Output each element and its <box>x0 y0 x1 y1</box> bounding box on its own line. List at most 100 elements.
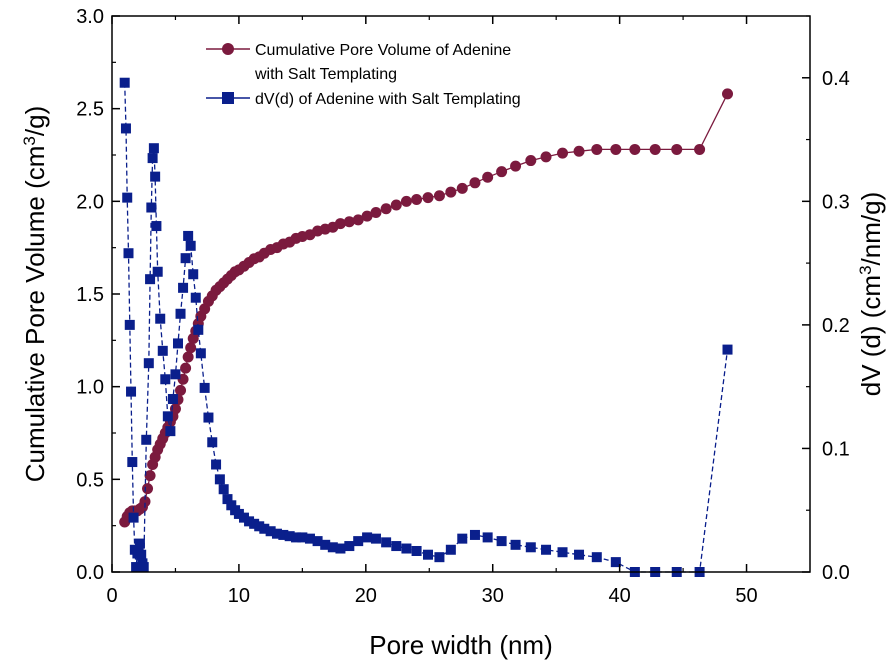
data-point-dvd <box>214 474 225 485</box>
data-point-dvd <box>362 532 373 543</box>
data-point-dvd <box>222 494 233 505</box>
y-axis-left-title-end: /g) <box>20 106 50 136</box>
data-point-dvd <box>190 292 201 303</box>
data-point-dvd <box>170 369 181 380</box>
legend-label-cumulative-line1: Cumulative Pore Volume of Adenine <box>255 42 511 59</box>
data-point-dvd <box>180 253 191 264</box>
data-point-dvd <box>134 538 145 549</box>
data-point-dvd <box>188 269 199 280</box>
data-point-dvd <box>335 543 346 554</box>
data-point-cumulative <box>456 182 468 194</box>
y-left-tick-label: 0.0 <box>76 562 104 584</box>
data-point-dvd <box>320 539 331 550</box>
x-tick-label: 50 <box>735 585 757 607</box>
data-point-cumulative <box>142 483 154 495</box>
data-point-dvd <box>469 529 480 540</box>
y-axis-right-title-main: dV (d) (cm <box>856 275 886 396</box>
data-point-dvd <box>254 521 265 532</box>
data-point-dvd <box>525 542 536 553</box>
data-point-dvd <box>162 411 173 422</box>
data-point-dvd <box>203 412 214 423</box>
data-point-cumulative <box>610 143 622 155</box>
data-point-dvd <box>434 552 445 563</box>
data-point-dvd <box>327 542 338 553</box>
data-point-cumulative <box>422 192 434 204</box>
data-point-dvd <box>411 545 422 556</box>
data-point-dvd <box>211 459 222 470</box>
data-point-dvd <box>131 562 142 573</box>
data-point-dvd <box>143 358 154 369</box>
data-point-dvd <box>151 221 162 232</box>
y-right-tick-label: 0.3 <box>822 191 850 213</box>
data-point-dvd <box>271 528 282 539</box>
data-point-dvd <box>124 319 135 330</box>
data-point-dvd <box>157 345 168 356</box>
data-point-dvd <box>496 536 507 547</box>
x-tick-label: 0 <box>106 585 117 607</box>
data-point-dvd <box>160 374 171 385</box>
y-axis-right-title-sup: 3 <box>856 265 875 274</box>
data-point-dvd <box>304 533 315 544</box>
data-point-dvd <box>445 544 456 555</box>
y-right-tick-label: 0.2 <box>822 315 850 337</box>
data-point-dvd <box>123 248 134 259</box>
y-left-tick-label: 0.5 <box>76 469 104 491</box>
data-point-dvd <box>146 202 157 213</box>
y-left-tick-label: 2.0 <box>76 191 104 213</box>
data-point-cumulative <box>482 171 494 183</box>
data-point-dvd <box>175 308 186 319</box>
data-point-cumulative <box>591 143 603 155</box>
x-tick-label: 20 <box>355 585 377 607</box>
data-point-cumulative <box>540 151 552 163</box>
series-line-1 <box>124 82 729 573</box>
data-point-dvd <box>126 386 137 397</box>
legend: Cumulative Pore Volume of Adenine with S… <box>206 42 521 108</box>
data-point-dvd <box>381 537 392 548</box>
data-point-dvd <box>145 274 156 285</box>
data-point-dvd <box>120 123 131 134</box>
data-point-cumulative <box>343 216 355 228</box>
y-left-tick-label: 2.5 <box>76 99 104 121</box>
data-point-cumulative <box>370 206 382 218</box>
y-left-tick-label: 1.5 <box>76 284 104 306</box>
data-point-cumulative <box>629 143 641 155</box>
data-point-dvd <box>122 192 133 203</box>
y-axis-right-title: dV (d) (cm3/nm/g) <box>856 192 887 397</box>
data-point-dvd <box>278 529 289 540</box>
data-point-dvd <box>152 266 163 277</box>
data-point-cumulative <box>182 351 194 363</box>
data-point-dvd <box>178 282 189 293</box>
data-point-dvd <box>265 526 276 537</box>
data-point-cumulative <box>361 210 373 222</box>
data-point-dvd <box>195 348 206 359</box>
data-point-dvd <box>259 523 270 534</box>
data-point-cumulative <box>400 195 412 207</box>
plot-area <box>119 77 734 577</box>
data-point-dvd <box>165 426 176 437</box>
y-right-tick-label: 0.4 <box>822 68 850 90</box>
data-point-cumulative <box>573 145 585 157</box>
data-point-cumulative <box>411 193 423 205</box>
x-tick-label: 30 <box>482 585 504 607</box>
data-point-dvd <box>233 508 244 519</box>
data-point-cumulative <box>445 186 457 198</box>
data-point-cumulative <box>510 160 522 172</box>
data-point-dvd <box>244 516 255 527</box>
data-point-dvd <box>574 549 585 560</box>
x-axis-title: Pore width (nm) <box>369 630 553 660</box>
y-axis-left-title-main: Cumulative Pore Volume (cm <box>20 146 50 483</box>
y-left-tick-label: 1.0 <box>76 377 104 399</box>
data-point-dvd <box>344 541 355 552</box>
data-point-dvd <box>136 549 147 560</box>
data-point-dvd <box>284 531 295 542</box>
x-tick-label: 10 <box>228 585 250 607</box>
data-point-dvd <box>238 512 249 523</box>
y-left-tick-label: 3.0 <box>76 6 104 28</box>
data-point-dvd <box>193 324 204 335</box>
y-axis-right-title-end: /nm/g) <box>856 192 886 266</box>
data-point-dvd <box>249 518 260 529</box>
data-point-cumulative <box>469 177 481 189</box>
data-point-dvd <box>155 313 166 324</box>
data-point-dvd <box>457 533 468 544</box>
